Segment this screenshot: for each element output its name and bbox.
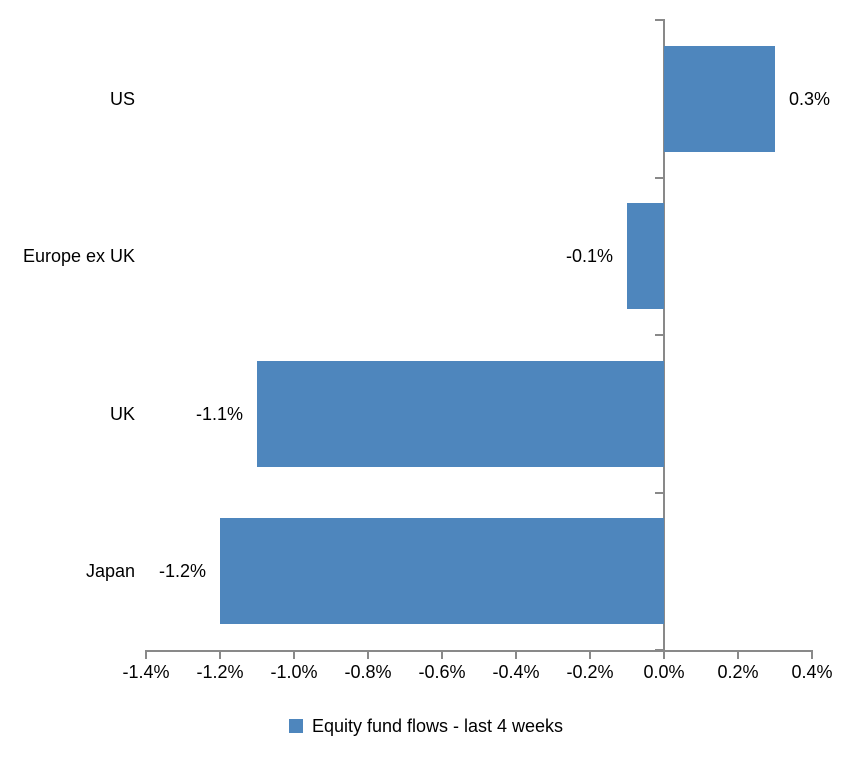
x-tick-label: -0.2% [566, 662, 614, 682]
y-axis-tick [655, 19, 663, 21]
y-axis-tick [655, 491, 663, 494]
bar-japan [220, 518, 664, 625]
data-label-japan: -1.2% [158, 561, 206, 582]
data-label-uk: -1.1% [195, 403, 243, 424]
bar-uk [257, 360, 664, 467]
x-tick-label: -0.6% [418, 662, 466, 682]
y-axis-line [663, 19, 665, 650]
category-label-japan: Japan [85, 561, 135, 582]
x-tick-label: 0.4% [791, 662, 833, 682]
x-axis-tick [663, 650, 665, 659]
category-label-uk: UK [109, 403, 135, 424]
x-tick-label: -0.4% [492, 662, 540, 682]
data-label-us: 0.3% [789, 88, 831, 109]
x-tick-label: 0.0% [643, 662, 685, 682]
x-axis-tick [589, 650, 591, 659]
x-tick-label: -0.8% [344, 662, 392, 682]
data-label-europe-ex-uk: -0.1% [565, 246, 613, 267]
legend-series-marker-icon [288, 719, 303, 733]
y-axis-tick [655, 649, 663, 651]
x-axis-tick [737, 650, 739, 659]
x-axis-line [145, 650, 813, 652]
x-axis-tick [515, 650, 517, 659]
x-axis-tick [293, 650, 295, 659]
x-axis-tick [441, 650, 443, 659]
bar-europe-ex-uk [627, 203, 664, 310]
x-tick-label: -1.2% [196, 662, 244, 682]
x-tick-label: -1.4% [122, 662, 170, 682]
category-label-us: US [109, 88, 135, 109]
x-axis-tick [145, 650, 147, 659]
legend-series-label: Equity fund flows - last 4 weeks [311, 716, 564, 736]
x-tick-label: -1.0% [270, 662, 318, 682]
x-axis-tick [219, 650, 221, 659]
legend: Equity fund flows - last 4 weeks [0, 714, 852, 738]
y-axis-tick [655, 176, 663, 179]
y-axis-tick [655, 334, 663, 336]
x-axis-tick [367, 650, 369, 659]
x-tick-label: 0.2% [717, 662, 759, 682]
bar-us [664, 45, 775, 152]
category-label-europe-ex-uk: Europe ex UK [22, 246, 135, 267]
x-axis-tick [811, 650, 813, 659]
